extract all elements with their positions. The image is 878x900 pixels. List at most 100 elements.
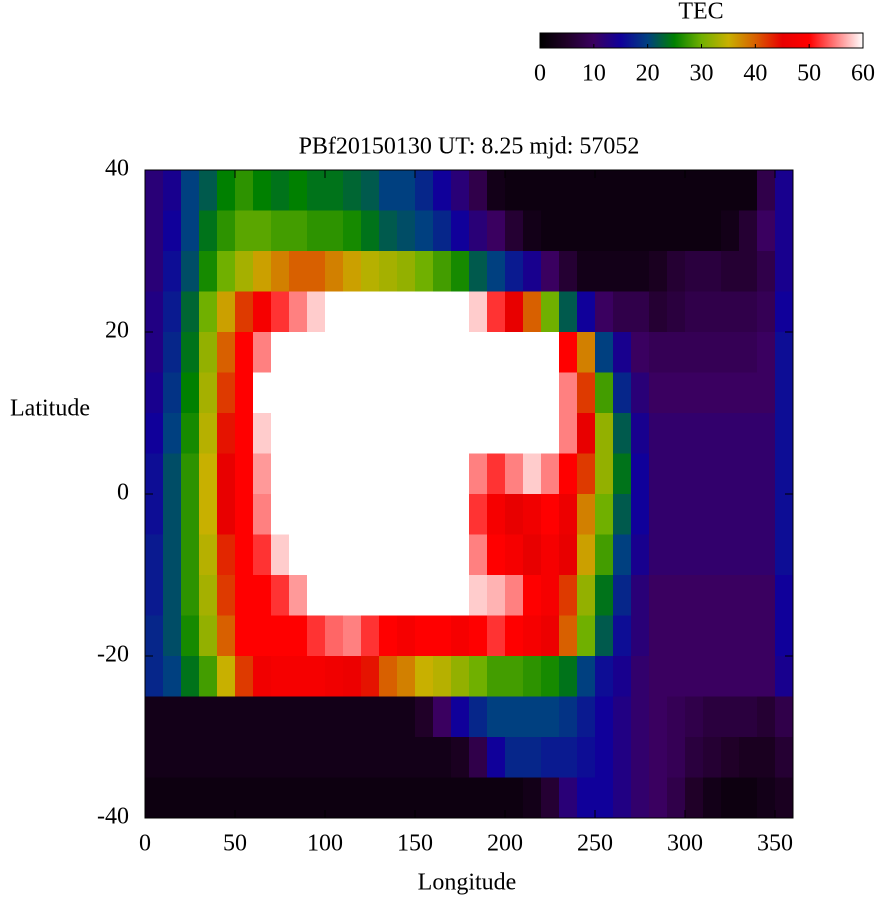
heat-cell bbox=[631, 251, 650, 292]
heat-cell bbox=[469, 291, 488, 333]
heat-cell bbox=[379, 656, 398, 697]
heat-cell bbox=[721, 656, 740, 697]
heat-cell bbox=[739, 372, 758, 414]
heat-cell bbox=[577, 291, 596, 333]
heat-cell bbox=[343, 413, 362, 454]
heat-cell bbox=[235, 575, 254, 616]
heat-cell bbox=[613, 737, 632, 778]
heat-cell bbox=[271, 332, 290, 373]
heat-cell bbox=[541, 575, 560, 616]
heat-cell bbox=[199, 453, 218, 495]
heat-cell bbox=[199, 494, 218, 535]
heat-cell bbox=[631, 372, 650, 414]
heat-cell bbox=[361, 291, 380, 333]
heat-cell bbox=[325, 656, 344, 697]
heat-cell bbox=[631, 413, 650, 454]
heat-cell bbox=[163, 453, 182, 495]
heat-cell bbox=[397, 332, 416, 373]
heat-cell bbox=[181, 372, 200, 414]
heat-cell bbox=[289, 251, 308, 292]
heat-cell bbox=[307, 615, 326, 657]
heat-cell bbox=[469, 210, 488, 252]
heat-cell bbox=[343, 332, 362, 373]
heat-cell bbox=[181, 575, 200, 616]
y-tick-label: -20 bbox=[97, 642, 129, 668]
heat-cell bbox=[487, 494, 506, 535]
heat-cell bbox=[703, 413, 722, 454]
heat-cell bbox=[631, 696, 650, 738]
heat-cell bbox=[649, 656, 668, 697]
heat-cell bbox=[271, 777, 290, 819]
heat-cell bbox=[505, 372, 524, 414]
heat-cell bbox=[595, 575, 614, 616]
heat-cell bbox=[199, 332, 218, 373]
heat-cell bbox=[577, 251, 596, 292]
heat-cell bbox=[145, 413, 164, 454]
heat-cell bbox=[271, 291, 290, 333]
heat-cell bbox=[253, 696, 272, 738]
y-tick-label: -40 bbox=[97, 804, 129, 830]
chart-title: PBf20150130 UT: 8.25 mjd: 57052 bbox=[299, 134, 640, 160]
heat-cell bbox=[145, 737, 164, 778]
heat-cell bbox=[721, 332, 740, 373]
heat-cell bbox=[145, 291, 164, 333]
heat-cell bbox=[199, 696, 218, 738]
heat-cell bbox=[325, 251, 344, 292]
heat-cell bbox=[739, 453, 758, 495]
heat-cell bbox=[451, 170, 470, 211]
heat-cell bbox=[181, 291, 200, 333]
heat-cell bbox=[505, 777, 524, 819]
heat-cell bbox=[451, 575, 470, 616]
heat-cell bbox=[577, 372, 596, 414]
heat-cell bbox=[217, 575, 236, 616]
heat-cell bbox=[199, 737, 218, 778]
heat-cell bbox=[415, 210, 434, 252]
heat-cell bbox=[631, 291, 650, 333]
heat-cell bbox=[235, 494, 254, 535]
heat-cell bbox=[289, 372, 308, 414]
heat-cell bbox=[415, 453, 434, 495]
heat-cell bbox=[721, 615, 740, 657]
heat-cell bbox=[307, 737, 326, 778]
heat-cell bbox=[595, 210, 614, 252]
heat-cell bbox=[433, 615, 452, 657]
heat-cell bbox=[433, 413, 452, 454]
heat-cell bbox=[613, 372, 632, 414]
heat-cell bbox=[433, 696, 452, 738]
heat-cell bbox=[433, 737, 452, 778]
heat-cell bbox=[595, 534, 614, 576]
heat-cell bbox=[775, 453, 794, 495]
heat-cell bbox=[235, 291, 254, 333]
heat-cell bbox=[595, 696, 614, 738]
heat-cell bbox=[361, 332, 380, 373]
heat-cell bbox=[577, 696, 596, 738]
heat-cell bbox=[235, 372, 254, 414]
heat-cell bbox=[775, 777, 794, 819]
x-tick-label: 150 bbox=[397, 831, 433, 857]
heat-cell bbox=[397, 494, 416, 535]
heat-cell bbox=[775, 737, 794, 778]
heat-cell bbox=[505, 615, 524, 657]
heat-cell bbox=[523, 251, 542, 292]
heat-cell bbox=[523, 210, 542, 252]
heat-cell bbox=[775, 291, 794, 333]
heat-cell bbox=[631, 615, 650, 657]
heat-cell bbox=[379, 170, 398, 211]
heat-cell bbox=[199, 170, 218, 211]
heat-cell bbox=[415, 575, 434, 616]
heat-cell bbox=[523, 332, 542, 373]
heat-cell bbox=[559, 453, 578, 495]
heat-cell bbox=[685, 372, 704, 414]
heat-cell bbox=[613, 615, 632, 657]
heat-cell bbox=[433, 251, 452, 292]
heat-cell bbox=[631, 656, 650, 697]
colorbar-tick-label: 0 bbox=[534, 61, 546, 87]
heat-cell bbox=[217, 413, 236, 454]
heat-cell bbox=[685, 494, 704, 535]
heat-cell bbox=[145, 656, 164, 697]
heat-cell bbox=[361, 534, 380, 576]
heat-cell bbox=[559, 615, 578, 657]
heat-cell bbox=[433, 777, 452, 819]
x-tick-label: 200 bbox=[487, 831, 523, 857]
heat-cell bbox=[667, 210, 686, 252]
